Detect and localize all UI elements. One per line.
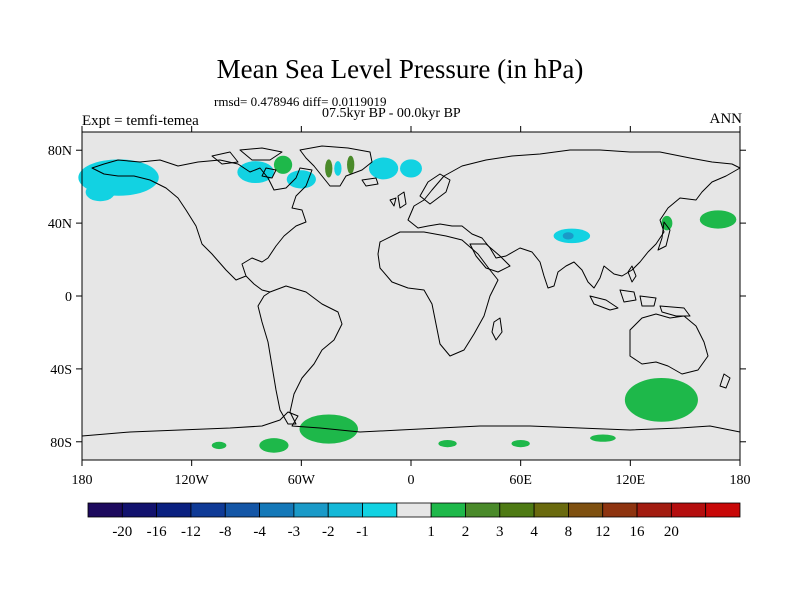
coast-scandinavia (419, 173, 451, 205)
coast-north-america (91, 159, 313, 281)
colorbar-label: 4 (530, 524, 538, 540)
coast-iceland (361, 177, 379, 187)
statistics-text: rmsd= 0.478946 diff= 0.0119019 (214, 94, 387, 109)
colorbar-swatch (121, 502, 158, 518)
colorbar-swatch (224, 502, 260, 518)
x-tick-label: 60E (509, 473, 532, 488)
colorbar-swatch (670, 502, 707, 518)
colorbar-swatch (602, 502, 638, 518)
colorbar-label: -12 (181, 524, 201, 540)
colorbar-label: -8 (219, 524, 232, 540)
colorbar-swatch (327, 502, 363, 518)
colorbar-swatch (396, 502, 432, 518)
x-tick-label: 0 (408, 473, 415, 488)
colorbar-swatch (705, 502, 741, 518)
x-tick-label: 120W (175, 473, 210, 488)
colorbar-swatch (190, 502, 226, 518)
coast-eurasia (407, 149, 741, 289)
colorbar-label: -2 (322, 524, 335, 540)
y-tick-label: 80N (48, 144, 72, 159)
anomaly-antarctic-coast-high-3 (590, 434, 616, 442)
anomaly-antarctic-coast-high-4 (211, 441, 227, 450)
anomaly-greenland-high-east (347, 155, 355, 174)
anomaly-norwegian-low (400, 159, 422, 178)
colorbar-label: 12 (595, 524, 610, 540)
colorbar-label: -1 (356, 524, 369, 540)
coast-arabia (469, 243, 511, 273)
colorbar-swatch (430, 502, 466, 518)
y-tick-label: 40N (48, 217, 72, 232)
x-tick-label: 120E (616, 473, 646, 488)
x-tick-label: 180 (730, 473, 751, 488)
colorbar-label: 20 (664, 524, 679, 540)
anomaly-baffin-high (273, 155, 293, 174)
axis-ticks: 180 120W 60W 0 60E 120E 180 80N 40N 0 40S 80S (48, 126, 751, 488)
experiment-label: Expt = temfi-temea (82, 113, 199, 129)
colorbar-swatch (362, 502, 398, 518)
colorbar-swatch (87, 502, 123, 518)
anomaly-greenland-low (334, 161, 342, 176)
coast-japan (657, 221, 671, 251)
coast-central-america (245, 275, 271, 293)
y-tick-label: 80S (50, 436, 72, 451)
x-tick-label: 180 (72, 473, 93, 488)
colorbar-swatch (568, 502, 604, 518)
anomaly-antarctic-coast-high-2 (511, 439, 530, 448)
colorbar-swatch (293, 502, 329, 518)
colorbar-label: 3 (496, 524, 504, 540)
coast-south-america (257, 285, 343, 425)
chart-title: Mean Sea Level Pressure (in hPa) (216, 54, 584, 84)
period-text: 07.5kyr BP - 00.0kyr BP (322, 106, 461, 121)
colorbar-label: 8 (565, 524, 573, 540)
coast-new-zealand (719, 373, 731, 389)
coast-greenland (299, 145, 373, 187)
anomaly-antarctic-coast-high (438, 439, 457, 448)
y-tick-label: 0 (65, 290, 72, 305)
x-tick-label: 60W (288, 473, 316, 488)
colorbar-swatch (533, 502, 569, 518)
colorbar-label: 2 (462, 524, 470, 540)
colorbar-label: -20 (112, 524, 132, 540)
anomaly-tasman-high (624, 378, 698, 422)
colorbar-label: -3 (288, 524, 301, 540)
coast-madagascar (491, 317, 503, 341)
coast-africa (377, 231, 499, 357)
anomaly-arctic-low (368, 157, 399, 180)
colorbar-swatch (156, 502, 192, 518)
colorbar-swatch (465, 502, 501, 518)
season-label: ANN (709, 111, 743, 127)
colorbar: -20 -16 -12 -8 -4 -3 -2 -1 1 2 3 4 8 12 16 20 (87, 502, 741, 540)
anomaly-japan-high (661, 215, 673, 231)
coastline-layer (81, 145, 741, 437)
colorbar-label: 1 (427, 524, 435, 540)
coast-british-isles (389, 191, 407, 209)
coast-antarctica (81, 411, 741, 437)
colorbar-label: -4 (253, 524, 266, 540)
anomaly-hudson-low (237, 161, 274, 184)
anomaly-greenland-high (325, 159, 333, 178)
anomaly-labrador-low (286, 170, 316, 189)
coast-indonesia (589, 265, 691, 317)
colorbar-swatch (259, 502, 295, 518)
colorbar-swatch (499, 502, 535, 518)
anomaly-pacific-high (699, 210, 737, 229)
anomaly-bering-low (85, 183, 115, 202)
coast-arctic-islands (211, 147, 283, 179)
coast-australia (629, 313, 709, 375)
anomaly-tibet-core (562, 232, 574, 240)
colorbar-label: 16 (630, 524, 646, 540)
colorbar-label: -16 (147, 524, 167, 540)
anomaly-antarctic-peninsula-high (259, 438, 289, 453)
colorbar-swatch (636, 502, 672, 518)
y-tick-label: 40S (50, 363, 72, 378)
